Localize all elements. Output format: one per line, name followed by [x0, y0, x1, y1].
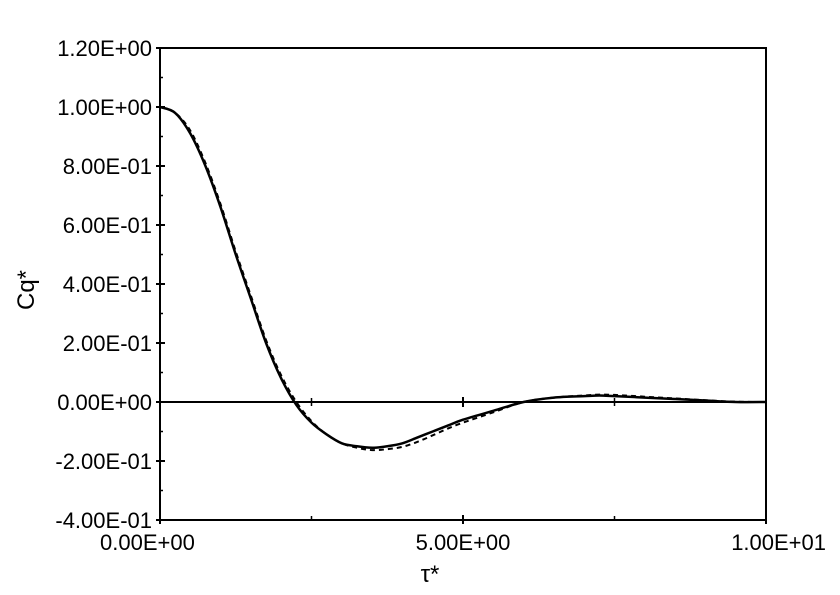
y-tick-label: -4.00E-01 — [55, 508, 152, 533]
x-axis-title: τ* — [421, 561, 440, 588]
series-line-dashed — [159, 106, 767, 452]
labels-layer: -4.00E-01 -2.00E-01 0.00E+00 2.00E-01 4.00E-… — [55, 36, 826, 555]
ticks-layer — [156, 47, 767, 524]
y-tick-label: 0.00E+00 — [57, 390, 152, 415]
y-tick-label: -2.00E-01 — [55, 449, 152, 474]
y-tick-label: 6.00E-01 — [63, 213, 152, 238]
y-tick-label: 2.00E-01 — [63, 331, 152, 356]
series-layer — [159, 105, 767, 452]
y-axis-title: Cq* — [13, 270, 40, 310]
y-tick-label: 1.00E+00 — [57, 95, 152, 120]
x-tick-label: 5.00E+00 — [416, 530, 511, 555]
x-tick-label: 1.00E+01 — [731, 530, 826, 555]
y-tick-label: 8.00E-01 — [63, 154, 152, 179]
y-tick-label: 4.00E-01 — [63, 272, 152, 297]
x-tick-label: 0.00E+00 — [100, 530, 195, 555]
y-tick-label: 1.20E+00 — [57, 36, 152, 61]
